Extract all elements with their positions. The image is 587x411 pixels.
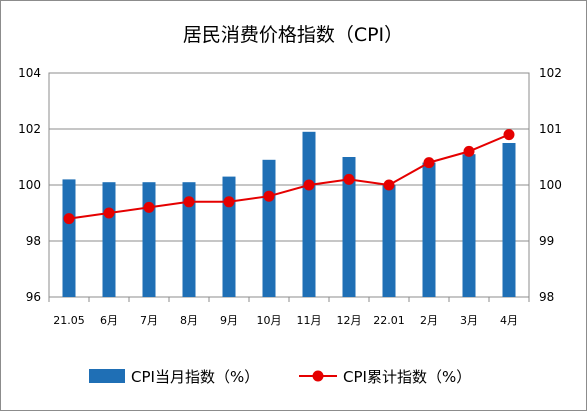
line-point bbox=[223, 196, 235, 208]
right-tick-label: 100 bbox=[539, 178, 562, 192]
x-tick-label: 2月 bbox=[420, 314, 438, 327]
gridlines bbox=[49, 128, 529, 242]
bar bbox=[102, 182, 116, 297]
line-point bbox=[183, 196, 195, 208]
left-tick-label: 100 bbox=[18, 178, 41, 192]
chart-title: 居民消费价格指数（CPI） bbox=[183, 24, 403, 46]
bar bbox=[342, 157, 356, 297]
line-point bbox=[263, 190, 275, 202]
line-point bbox=[63, 213, 75, 225]
bar bbox=[62, 179, 76, 297]
legend-swatch-bar bbox=[89, 369, 125, 383]
bar bbox=[502, 143, 516, 297]
legend-label-line: CPI累计指数（%） bbox=[343, 368, 471, 386]
left-axis: 96 98 100 102 104 bbox=[18, 66, 41, 304]
x-tick-label: 12月 bbox=[337, 314, 362, 327]
bar bbox=[422, 162, 436, 297]
line-point bbox=[103, 207, 115, 219]
right-tick-label: 98 bbox=[539, 290, 554, 304]
bar bbox=[222, 176, 236, 297]
bar bbox=[182, 182, 196, 297]
right-axis: 98 99 100 101 102 bbox=[539, 66, 562, 304]
right-tick-label: 99 bbox=[539, 234, 554, 248]
x-tick-label: 6月 bbox=[100, 314, 118, 327]
x-tick-label: 9月 bbox=[220, 314, 238, 327]
bar bbox=[142, 182, 156, 297]
bar bbox=[462, 154, 476, 297]
bar bbox=[262, 159, 276, 297]
line-point bbox=[343, 173, 355, 185]
legend: CPI当月指数（%） CPI累计指数（%） bbox=[89, 368, 471, 386]
x-tick-label: 11月 bbox=[297, 314, 322, 327]
left-tick-label: 96 bbox=[26, 290, 41, 304]
x-tick-label: 22.01 bbox=[373, 314, 405, 327]
x-tick-label: 10月 bbox=[257, 314, 282, 327]
line-point bbox=[303, 179, 315, 191]
x-tick-label: 8月 bbox=[180, 314, 198, 327]
bar bbox=[302, 131, 316, 297]
x-axis: 21.05 6月 7月 8月 9月 10月 11月 12月 22.01 2月 3月 4月 bbox=[48, 297, 530, 327]
line-point bbox=[423, 157, 435, 169]
legend-label-bar: CPI当月指数（%） bbox=[131, 368, 259, 386]
bar bbox=[382, 185, 396, 297]
x-tick-label: 3月 bbox=[460, 314, 478, 327]
line-series bbox=[63, 129, 515, 225]
line-point bbox=[143, 201, 155, 213]
line-point bbox=[503, 129, 515, 141]
legend-swatch-marker bbox=[312, 370, 324, 382]
left-tick-label: 98 bbox=[26, 234, 41, 248]
series-line bbox=[68, 133, 510, 220]
x-tick-label: 4月 bbox=[500, 314, 518, 327]
left-tick-label: 104 bbox=[18, 66, 41, 80]
line-point bbox=[463, 145, 475, 157]
line-point bbox=[383, 179, 395, 191]
x-tick-label: 21.05 bbox=[53, 314, 85, 327]
left-tick-label: 102 bbox=[18, 122, 41, 136]
right-tick-label: 101 bbox=[539, 122, 562, 136]
x-tick-label: 7月 bbox=[140, 314, 158, 327]
right-tick-label: 102 bbox=[539, 66, 562, 80]
